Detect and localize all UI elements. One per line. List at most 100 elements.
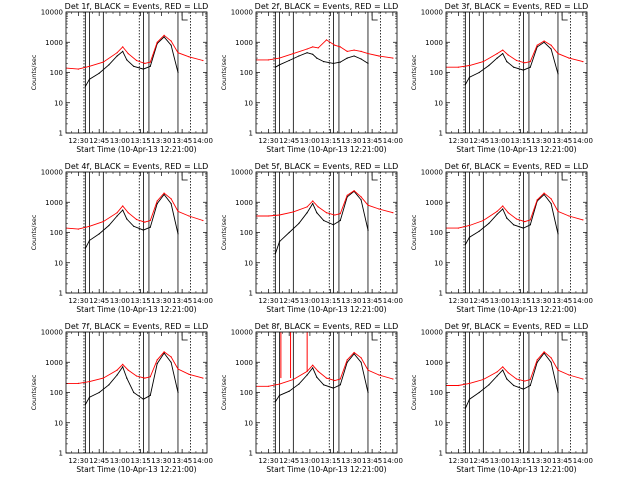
lld-point: [468, 382, 471, 384]
lld-point: [468, 224, 471, 227]
lld-point: [457, 66, 459, 68]
detector-panel-7: Det 7f, BLACK = Events, RED = LLD Counts/…: [30, 322, 213, 474]
lld-point: [468, 64, 471, 67]
x-tick-label: 13:30: [151, 297, 171, 305]
events-point: [529, 66, 531, 68]
x-axis-label: Start Time (10-Apr-13 12:21:00): [456, 465, 576, 474]
lld-point: [346, 194, 348, 196]
y-tick-label: 1: [59, 290, 63, 298]
plot-area: [256, 332, 394, 453]
lld-point: [77, 382, 79, 384]
events-point: [142, 229, 144, 231]
events-point: [312, 367, 314, 369]
panel-title: Det 9f, BLACK = Events, RED = LLD: [445, 322, 589, 331]
events-point: [306, 52, 308, 54]
y-tick-label: 10000: [231, 9, 253, 17]
events-point: [316, 212, 318, 214]
lld-series-line: [256, 351, 394, 387]
events-point: [513, 224, 515, 226]
lld-point: [317, 370, 319, 372]
x-tick-label: 14:00: [573, 137, 593, 145]
x-tick-label: 13:15: [131, 297, 151, 305]
events-point: [116, 55, 118, 57]
events-point: [98, 391, 100, 394]
lld-point: [507, 372, 509, 374]
x-tick-label: 12:45: [279, 457, 299, 465]
lld-point: [88, 65, 91, 67]
panel-title: Det 7f, BLACK = Events, RED = LLD: [65, 322, 209, 331]
x-tick-label: 13:15: [511, 137, 531, 145]
x-tick-label: 12:45: [469, 137, 489, 145]
lld-point: [170, 198, 172, 200]
lld-point: [568, 374, 570, 376]
events-series-line: [465, 41, 559, 85]
lld-point: [557, 210, 559, 212]
lld-point: [378, 208, 380, 210]
lld-point: [267, 215, 269, 217]
lld-series-line: [256, 39, 393, 61]
events-point: [88, 239, 91, 241]
lld-point: [292, 53, 294, 55]
plot-frame: [65, 331, 208, 454]
y-tick-label: 10000: [421, 9, 443, 17]
lld-point: [122, 205, 124, 207]
x-tick-label: 13:45: [172, 457, 192, 465]
x-tick-label: 12:30: [68, 297, 88, 305]
detector-panel-2: Det 2f, BLACK = Events, RED = LLD Counts/…: [220, 2, 403, 154]
x-tick-label: 12:30: [68, 457, 88, 465]
lld-point: [482, 61, 484, 63]
y-axis-label: Counts/sec: [410, 374, 418, 410]
lld-point: [149, 219, 151, 222]
lld-point: [360, 196, 362, 198]
events-point: [122, 50, 124, 53]
panel-title: Det 3f, BLACK = Events, RED = LLD: [445, 2, 589, 11]
events-point: [502, 208, 504, 210]
events-point: [108, 224, 110, 227]
lld-point: [278, 383, 281, 385]
lld-point: [482, 378, 484, 381]
events-point: [496, 375, 498, 377]
lld-point: [102, 61, 104, 63]
lld-point: [502, 49, 504, 51]
x-tick-label: 13:00: [300, 457, 320, 465]
events-point: [522, 388, 525, 390]
x-tick-label: 13:45: [172, 297, 192, 305]
events-point: [506, 217, 508, 219]
y-tick-label: 1000: [425, 39, 443, 47]
detector-panel-5: Det 5f, BLACK = Events, RED = LLD Counts/…: [220, 162, 403, 314]
events-point: [513, 66, 515, 68]
events-point: [529, 224, 531, 226]
lld-point: [550, 44, 552, 46]
events-point: [142, 398, 144, 400]
lld-point: [77, 228, 79, 230]
lld-point: [149, 376, 151, 378]
x-tick-label: 13:45: [552, 297, 572, 305]
events-point: [177, 71, 179, 74]
x-tick-label: 14:00: [383, 297, 403, 305]
x-tick-label: 13:00: [300, 137, 320, 145]
events-point: [496, 57, 498, 59]
events-series-line: [464, 352, 559, 409]
lld-point: [339, 378, 341, 380]
events-point: [339, 219, 341, 222]
gap-mark: [371, 12, 378, 21]
lld-point: [156, 200, 158, 202]
plot-frame: [445, 171, 588, 294]
lld-point: [529, 378, 531, 381]
events-point: [108, 64, 110, 66]
events-point: [116, 215, 118, 217]
y-tick-label: 100: [50, 69, 63, 77]
events-point: [529, 384, 531, 387]
lld-point: [378, 374, 380, 376]
events-series-line: [85, 352, 179, 405]
y-tick-label: 1: [249, 130, 253, 138]
lld-point: [188, 56, 190, 58]
events-point: [163, 36, 165, 38]
events-point: [506, 378, 508, 380]
events-point: [122, 209, 124, 211]
lld-point: [502, 205, 504, 207]
events-point: [298, 55, 300, 57]
events-point: [288, 59, 290, 62]
y-tick-label: 10: [244, 259, 253, 267]
